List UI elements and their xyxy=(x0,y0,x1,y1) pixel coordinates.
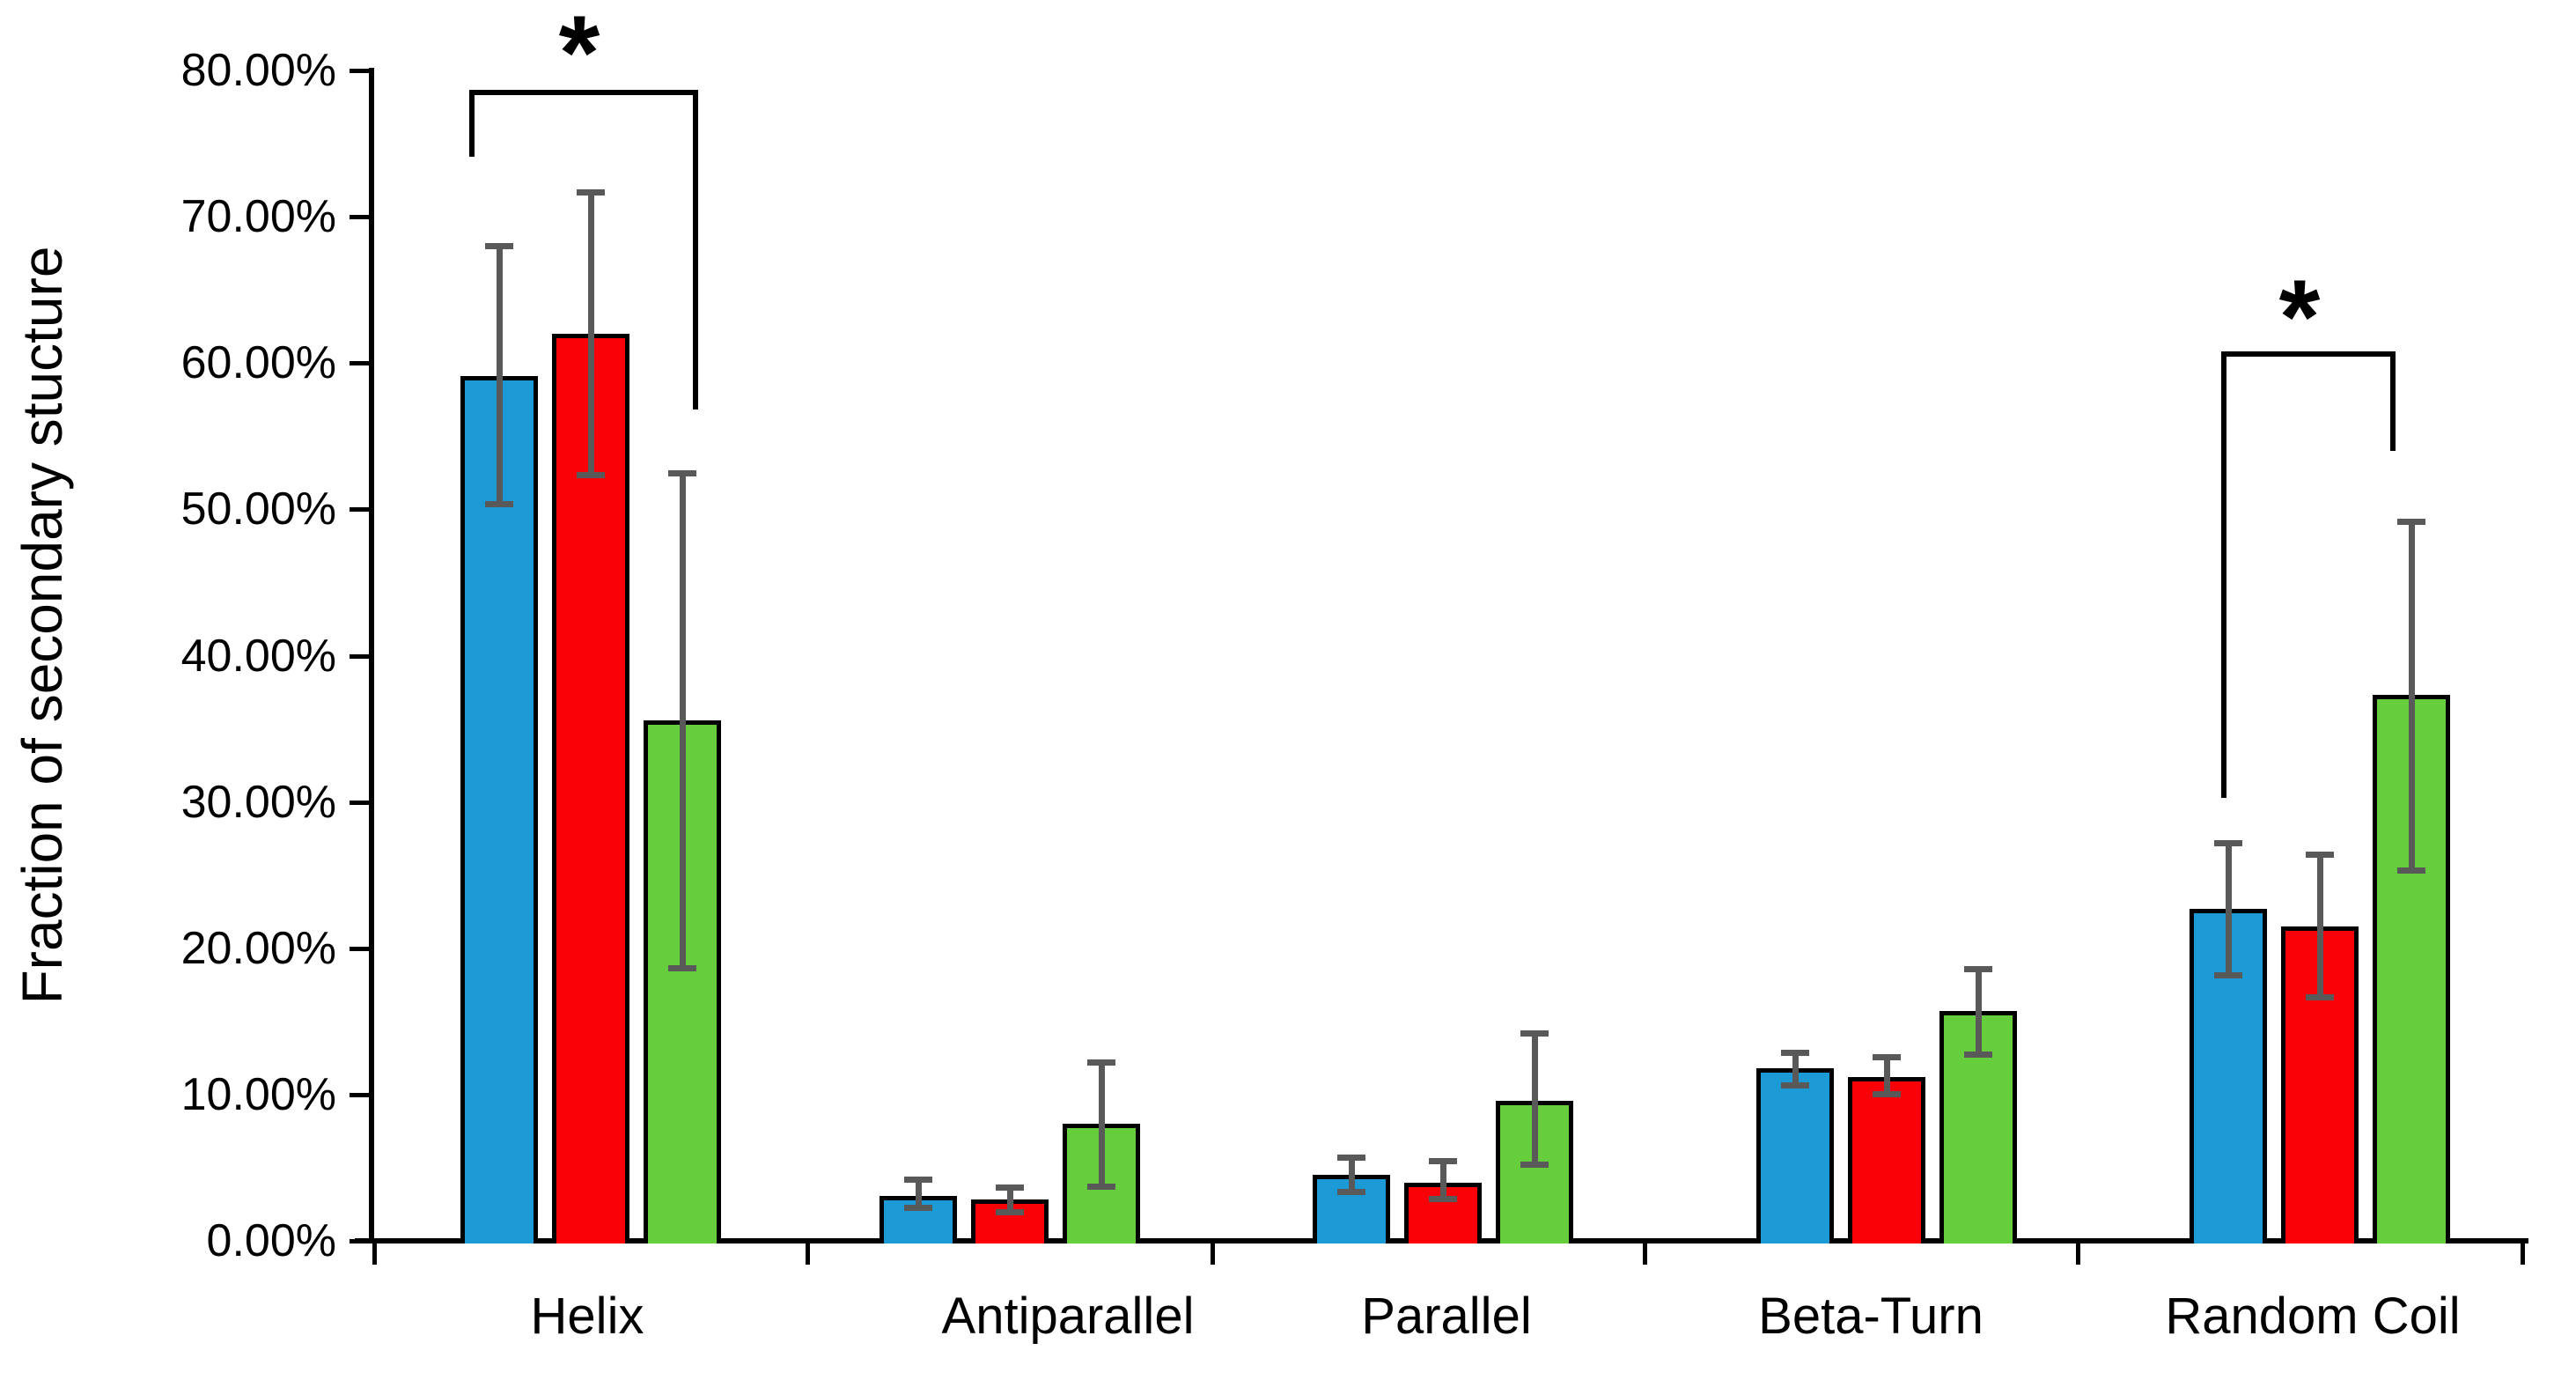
error-bar-cap-top xyxy=(485,243,513,250)
y-axis-tick-label: 40.00% xyxy=(180,630,336,682)
error-bar-line xyxy=(1349,1157,1355,1193)
error-bar-cap-bottom xyxy=(2306,994,2334,1001)
y-axis-tick xyxy=(350,653,372,659)
error-bar-line xyxy=(1532,1033,1538,1165)
category-label-random-coil: Random Coil xyxy=(2165,1288,2461,1345)
error-bar-cap-bottom xyxy=(904,1205,932,1212)
significance-bracket-left-drop xyxy=(2221,351,2226,798)
error-bar-line xyxy=(2226,843,2232,977)
category-label-antiparallel: Antiparallel xyxy=(941,1288,1195,1345)
significance-bracket-right-drop xyxy=(2390,351,2396,451)
error-bar-cap-top xyxy=(904,1177,932,1184)
error-bar-cap-bottom xyxy=(1964,1052,1992,1059)
error-bar-cap-bottom xyxy=(1781,1081,1809,1089)
category-label-helix: Helix xyxy=(530,1288,644,1345)
y-axis-line xyxy=(369,68,374,1243)
error-bar-cap-bottom xyxy=(1087,1183,1115,1190)
error-bar-cap-top xyxy=(2214,840,2242,847)
bar-red-helix xyxy=(552,334,629,1243)
y-axis-tick xyxy=(350,946,372,951)
error-bar-cap-bottom xyxy=(1873,1090,1901,1097)
y-axis-tick-label: 80.00% xyxy=(180,45,336,96)
significance-bracket-bar xyxy=(469,90,698,95)
error-bar-cap-bottom xyxy=(1520,1161,1549,1168)
error-bar-cap-top xyxy=(668,469,696,476)
error-bar-cap-bottom xyxy=(2397,867,2425,874)
significance-bracket-bar xyxy=(2221,351,2396,357)
error-bar-cap-bottom xyxy=(1337,1189,1365,1196)
error-bar-cap-bottom xyxy=(2214,972,2242,979)
y-axis-tick-label: 30.00% xyxy=(180,776,336,828)
error-bar-line xyxy=(2409,520,2415,871)
error-bar-line xyxy=(588,191,594,476)
y-axis-tick xyxy=(350,215,372,220)
significance-star: * xyxy=(558,0,600,112)
error-bar-cap-top xyxy=(1520,1030,1549,1037)
error-bar-line xyxy=(1440,1160,1446,1200)
x-axis-tick xyxy=(1643,1241,1647,1265)
y-axis-tick-label: 70.00% xyxy=(180,191,336,243)
error-bar-line xyxy=(680,472,686,969)
y-axis-tick-label: 10.00% xyxy=(180,1068,336,1120)
error-bar-line xyxy=(2317,854,2323,999)
x-axis-tick xyxy=(1211,1241,1215,1265)
bar-blue-helix xyxy=(460,376,538,1243)
error-bar-cap-top xyxy=(1781,1049,1809,1056)
error-bar-cap-bottom xyxy=(996,1209,1024,1216)
x-axis-tick xyxy=(2521,1241,2525,1265)
y-axis-tick xyxy=(350,69,372,73)
significance-star: * xyxy=(2278,258,2321,376)
y-axis-tick-label: 20.00% xyxy=(180,922,336,974)
y-axis-tick-label: 60.00% xyxy=(180,337,336,389)
error-bar-line xyxy=(1007,1186,1013,1214)
x-axis-tick xyxy=(372,1241,377,1265)
significance-bracket-right-drop xyxy=(693,90,698,410)
error-bar-cap-top xyxy=(1337,1155,1365,1162)
error-bar-cap-top xyxy=(2306,852,2334,859)
error-bar-cap-top xyxy=(1964,966,1992,972)
error-bar-line xyxy=(1099,1062,1105,1187)
error-bar-line xyxy=(916,1179,922,1209)
error-bar-cap-bottom xyxy=(668,965,696,971)
significance-bracket-left-drop xyxy=(469,90,475,157)
error-bar-cap-bottom xyxy=(485,501,513,508)
error-bar-line xyxy=(1884,1056,1890,1095)
y-axis-tick xyxy=(350,800,372,805)
y-axis-tick-label: 50.00% xyxy=(180,483,336,535)
x-axis-tick xyxy=(806,1241,810,1265)
y-axis-tick xyxy=(350,1092,372,1097)
error-bar-cap-top xyxy=(1873,1053,1901,1060)
x-axis-tick xyxy=(2076,1241,2080,1265)
error-bar-line xyxy=(1976,969,1982,1055)
error-bar-line xyxy=(497,246,503,506)
category-label-beta-turn: Beta-Turn xyxy=(1758,1288,1984,1345)
bar-blue-beta-turn xyxy=(1756,1067,1834,1243)
error-bar-cap-top xyxy=(2397,518,2425,525)
y-axis-tick xyxy=(350,507,372,513)
error-bar-cap-top xyxy=(1087,1059,1115,1066)
error-bar-cap-top xyxy=(577,188,605,196)
error-bar-line xyxy=(1792,1052,1799,1086)
y-axis-tick xyxy=(350,361,372,366)
bar-red-beta-turn xyxy=(1848,1076,1925,1243)
error-bar-cap-top xyxy=(996,1184,1024,1191)
category-label-parallel: Parallel xyxy=(1361,1288,1532,1345)
error-bar-cap-top xyxy=(1429,1157,1457,1164)
error-bar-cap-bottom xyxy=(577,472,605,479)
y-axis-tick-label: 0.00% xyxy=(206,1215,336,1266)
error-bar-cap-bottom xyxy=(1429,1196,1457,1203)
